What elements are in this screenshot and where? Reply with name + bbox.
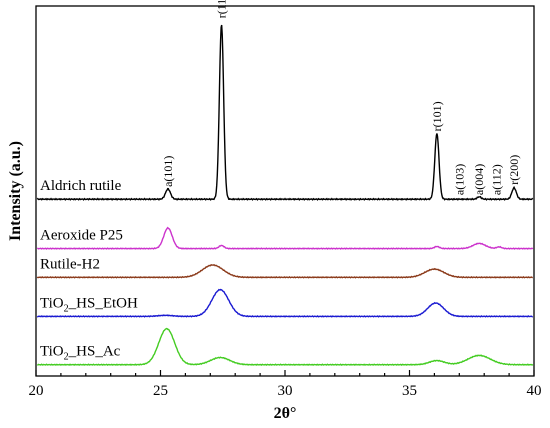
series-label-tail: _HS_EtOH <box>68 295 138 311</box>
x-tick-label: 40 <box>527 383 542 399</box>
peak-annotation-2: r(101) <box>430 101 444 131</box>
peak-annotation-4: a(004) <box>472 164 486 195</box>
x-tick-label: 25 <box>153 383 168 399</box>
series-label-base: TiO <box>40 344 64 360</box>
series-label-4: TiO2_HS_Ac <box>40 344 121 363</box>
series-line-2 <box>36 263 534 279</box>
peak-annotation-1: r(110) <box>215 0 229 18</box>
x-tick-label: 30 <box>278 383 293 399</box>
series-label-3: TiO2_HS_EtOH <box>40 295 138 314</box>
series-line-1 <box>37 226 534 250</box>
annotation-layer: a(101) r(110) r(101) a(103) a(004) a(112) r(20… <box>161 0 521 195</box>
series-line-0 <box>36 24 534 201</box>
series-label-0: Aldrich rutile <box>40 178 122 194</box>
series-layer <box>36 24 534 367</box>
x-tick-layer: 20 25 30 35 40 <box>29 370 542 399</box>
y-axis-title: Intensity (a.u.) <box>7 141 24 241</box>
x-axis-title: 2θ° <box>274 405 297 422</box>
peak-annotation-6: r(200) <box>507 155 521 185</box>
series-label-subscript: 2 <box>64 352 69 363</box>
series-label-2: Rutile-H2 <box>40 256 100 272</box>
series-line-3 <box>36 288 534 318</box>
peak-annotation-0: a(101) <box>161 156 175 187</box>
x-tick-label: 20 <box>29 383 44 399</box>
series-label-tail: _HS_Ac <box>68 344 121 360</box>
peak-annotation-3: a(103) <box>452 164 466 195</box>
series-label-1: Aeroxide P25 <box>40 228 123 244</box>
series-label-base: TiO <box>40 295 64 311</box>
peak-annotation-5: a(112) <box>490 164 504 195</box>
series-label-base: Rutile-H2 <box>40 256 100 272</box>
series-label-base: Aeroxide P25 <box>40 228 123 244</box>
series-label-base: Aldrich rutile <box>40 178 122 194</box>
series-label-subscript: 2 <box>64 303 69 314</box>
x-tick-label: 35 <box>402 383 417 399</box>
series-line-4 <box>37 327 534 367</box>
